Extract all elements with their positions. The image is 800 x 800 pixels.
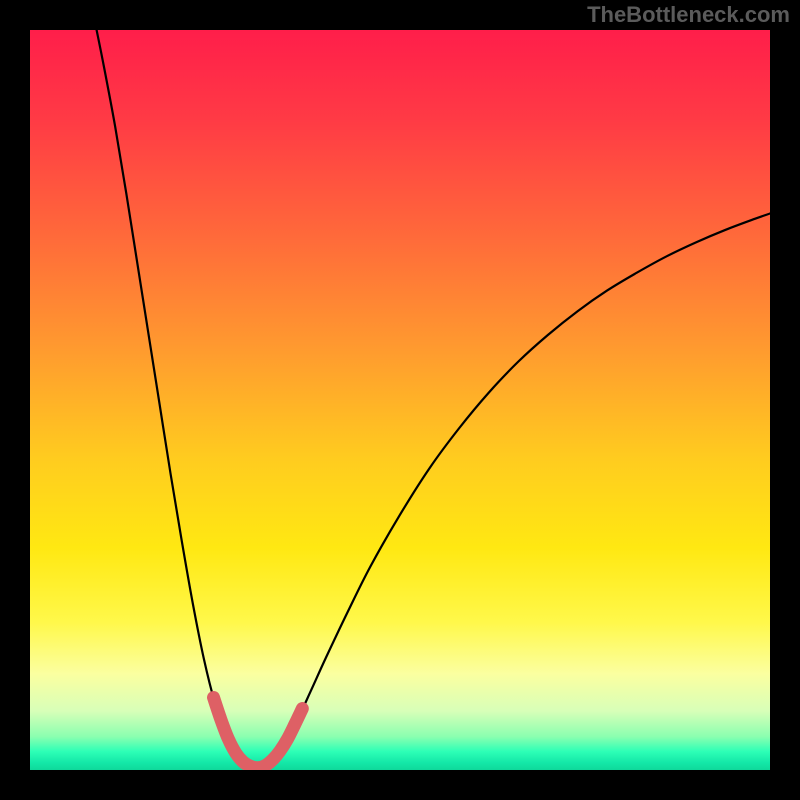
chart-svg (30, 30, 770, 770)
chart-frame: TheBottleneck.com (0, 0, 800, 800)
gradient-background (30, 30, 770, 770)
watermark-text: TheBottleneck.com (587, 2, 790, 28)
plot-area (30, 30, 770, 770)
